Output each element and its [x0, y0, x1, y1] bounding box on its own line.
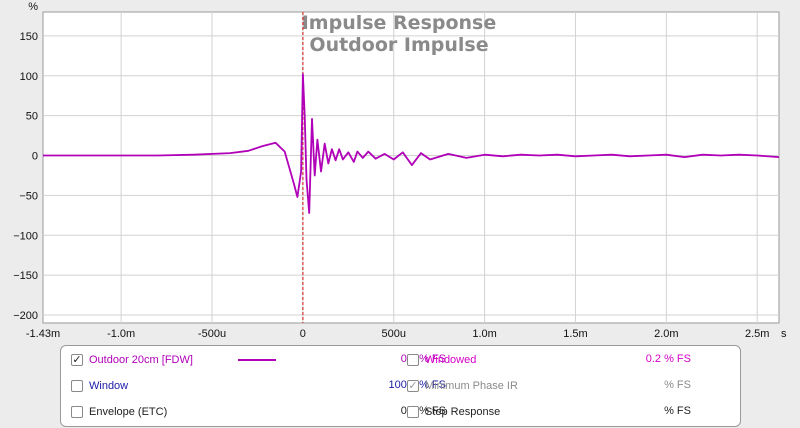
y-tick-label: −200 — [13, 310, 38, 322]
x-tick-label: -1.43m — [26, 328, 60, 340]
legend-label: Window — [89, 380, 129, 392]
legend-panel: ✓ Outdoor 20cm [FDW] 0.1 % FS Window 100.0 %… — [60, 345, 741, 427]
legend-label: Outdoor 20cm [FDW] — [89, 354, 193, 366]
axis-labels: -1.43m -1.0m -500u 0 500u 1.0m 1.5m 2.0m 2.5m s 15… — [13, 1, 787, 340]
legend-swatch — [238, 359, 276, 361]
y-unit-label: % — [28, 1, 38, 13]
x-tick-label: -1.0m — [107, 328, 135, 340]
legend-item: ✓ Outdoor 20cm [FDW] — [71, 351, 193, 369]
y-tick-label: −50 — [19, 190, 38, 202]
legend-checkbox[interactable] — [71, 380, 83, 392]
y-tick-label: −100 — [13, 230, 38, 242]
legend-label: Minimum Phase IR — [425, 380, 518, 392]
x-tick-label: 2.0m — [654, 328, 678, 340]
legend-checkbox[interactable] — [407, 406, 419, 418]
y-tick-label: 150 — [20, 31, 38, 43]
y-tick-label: −150 — [13, 270, 38, 282]
legend-label: Step Response — [425, 406, 501, 418]
legend-value: % FS — [664, 405, 691, 417]
y-tick-label: 50 — [26, 111, 38, 123]
legend-label: Envelope (ETC) — [89, 406, 168, 418]
x-tick-label: 500u — [381, 328, 405, 340]
x-tick-label: 0 — [300, 328, 306, 340]
legend-item: Windowed — [407, 351, 476, 369]
legend-checkbox[interactable] — [407, 354, 419, 366]
chart-title: Impulse Response — [302, 12, 497, 34]
y-tick-label: 0 — [32, 151, 38, 163]
legend-checkbox[interactable]: ✓ — [407, 379, 419, 392]
legend-item: ✓ Minimum Phase IR — [407, 377, 518, 395]
impulse-response-chart[interactable]: -1.43m -1.0m -500u 0 500u 1.0m 1.5m 2.0m 2.5m s 15… — [0, 0, 800, 343]
y-tick-label: 100 — [20, 71, 38, 83]
legend-value: % FS — [664, 379, 691, 391]
legend-value: 0.2 % FS — [645, 353, 691, 365]
legend-item: Step Response — [407, 403, 500, 421]
x-tick-label: 1.5m — [563, 328, 587, 340]
legend-checkbox[interactable] — [71, 406, 83, 418]
x-tick-label: 1.0m — [472, 328, 496, 340]
x-tick-label: -500u — [198, 328, 226, 340]
legend-checkbox[interactable]: ✓ — [71, 353, 83, 366]
chart-subtitle: Outdoor Impulse — [309, 34, 488, 56]
legend-item: Envelope (ETC) — [71, 403, 167, 421]
plot-area[interactable] — [42, 11, 780, 324]
x-tick-label: 2.5m — [745, 328, 769, 340]
series-layer — [43, 73, 780, 214]
legend-label: Windowed — [425, 354, 477, 366]
legend-item: Window — [71, 377, 128, 395]
series-line-outdoor-20cm-fdw — [43, 73, 780, 214]
x-unit-label: s — [781, 328, 787, 340]
